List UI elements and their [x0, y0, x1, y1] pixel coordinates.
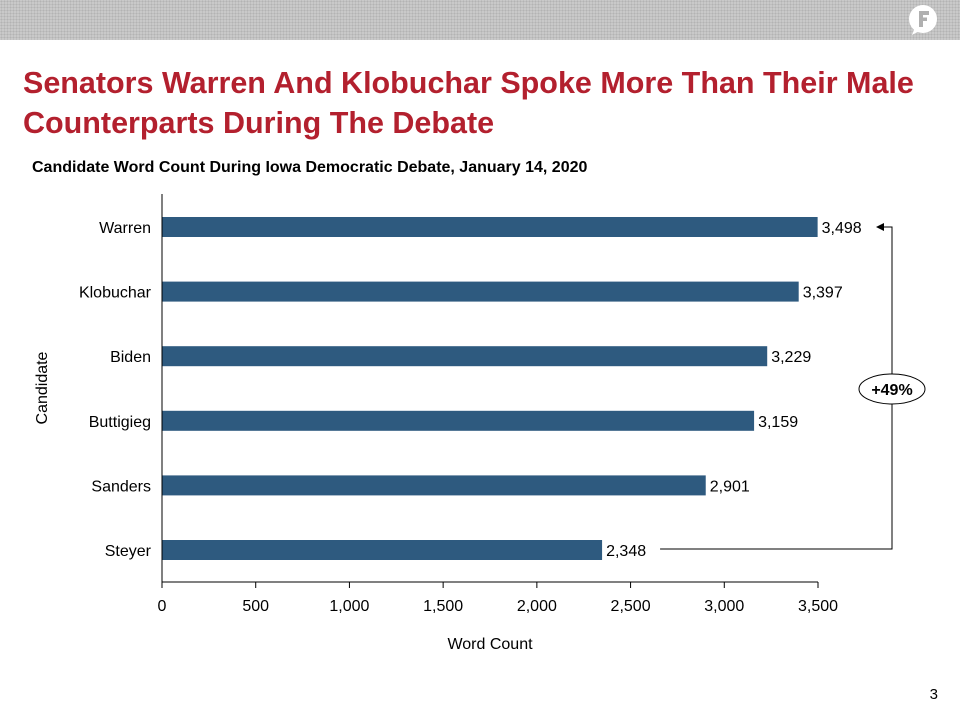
x-tick-label: 500 — [242, 598, 269, 615]
bar-klobuchar — [162, 281, 799, 302]
x-tick-label: 0 — [158, 598, 167, 615]
annotation-badge — [858, 373, 926, 405]
brand-logo-icon — [909, 5, 937, 35]
annotation-text: +49% — [871, 382, 912, 399]
bar-buttigieg — [162, 410, 755, 431]
labels-layer: Warren 3,498 Klobuchar 3,397 Biden 3,229 Butti… — [79, 220, 862, 560]
value-label: 3,159 — [758, 414, 798, 431]
bar-steyer — [162, 540, 603, 560]
annotation-bracket — [660, 226, 893, 550]
category-label: Sanders — [91, 478, 151, 495]
header-band — [0, 0, 960, 40]
value-label: 2,348 — [606, 543, 646, 560]
annotation-arrowhead — [876, 223, 884, 231]
x-tick-label: 3,000 — [704, 598, 744, 615]
axis-layer: 0 500 1,000 1,500 2,000 2,500 3,000 3,500 Word C… — [34, 194, 838, 653]
category-label: Biden — [110, 349, 151, 366]
x-tick-label: 2,500 — [611, 598, 651, 615]
bar-sanders — [162, 475, 706, 496]
category-label: Steyer — [105, 543, 152, 560]
x-tick-label: 1,500 — [423, 598, 463, 615]
bar-chart: Warren 3,498 Klobuchar 3,397 Biden 3,229 Butti… — [34, 194, 926, 653]
bar-warren — [162, 217, 818, 237]
bars-layer — [162, 217, 818, 560]
bar-biden — [162, 346, 768, 367]
y-axis-label: Candidate — [34, 351, 51, 424]
x-tick-label: 1,000 — [329, 598, 369, 615]
page-title: Senators Warren And Klobuchar Spoke More… — [23, 66, 914, 140]
value-label: 3,498 — [822, 220, 862, 237]
annotation-layer: +49% — [660, 223, 926, 550]
value-label: 3,397 — [803, 285, 843, 302]
category-label: Klobuchar — [79, 285, 152, 302]
x-tick-label: 3,500 — [798, 598, 838, 615]
value-label: 2,901 — [710, 478, 750, 495]
chart-title: Candidate Word Count During Iowa Democra… — [32, 159, 588, 176]
value-label: 3,229 — [771, 349, 811, 366]
category-label: Buttigieg — [89, 414, 151, 431]
x-axis-label: Word Count — [447, 636, 533, 653]
page-number: 3 — [929, 686, 938, 703]
x-tick-label: 2,000 — [517, 598, 557, 615]
category-label: Warren — [99, 220, 151, 237]
